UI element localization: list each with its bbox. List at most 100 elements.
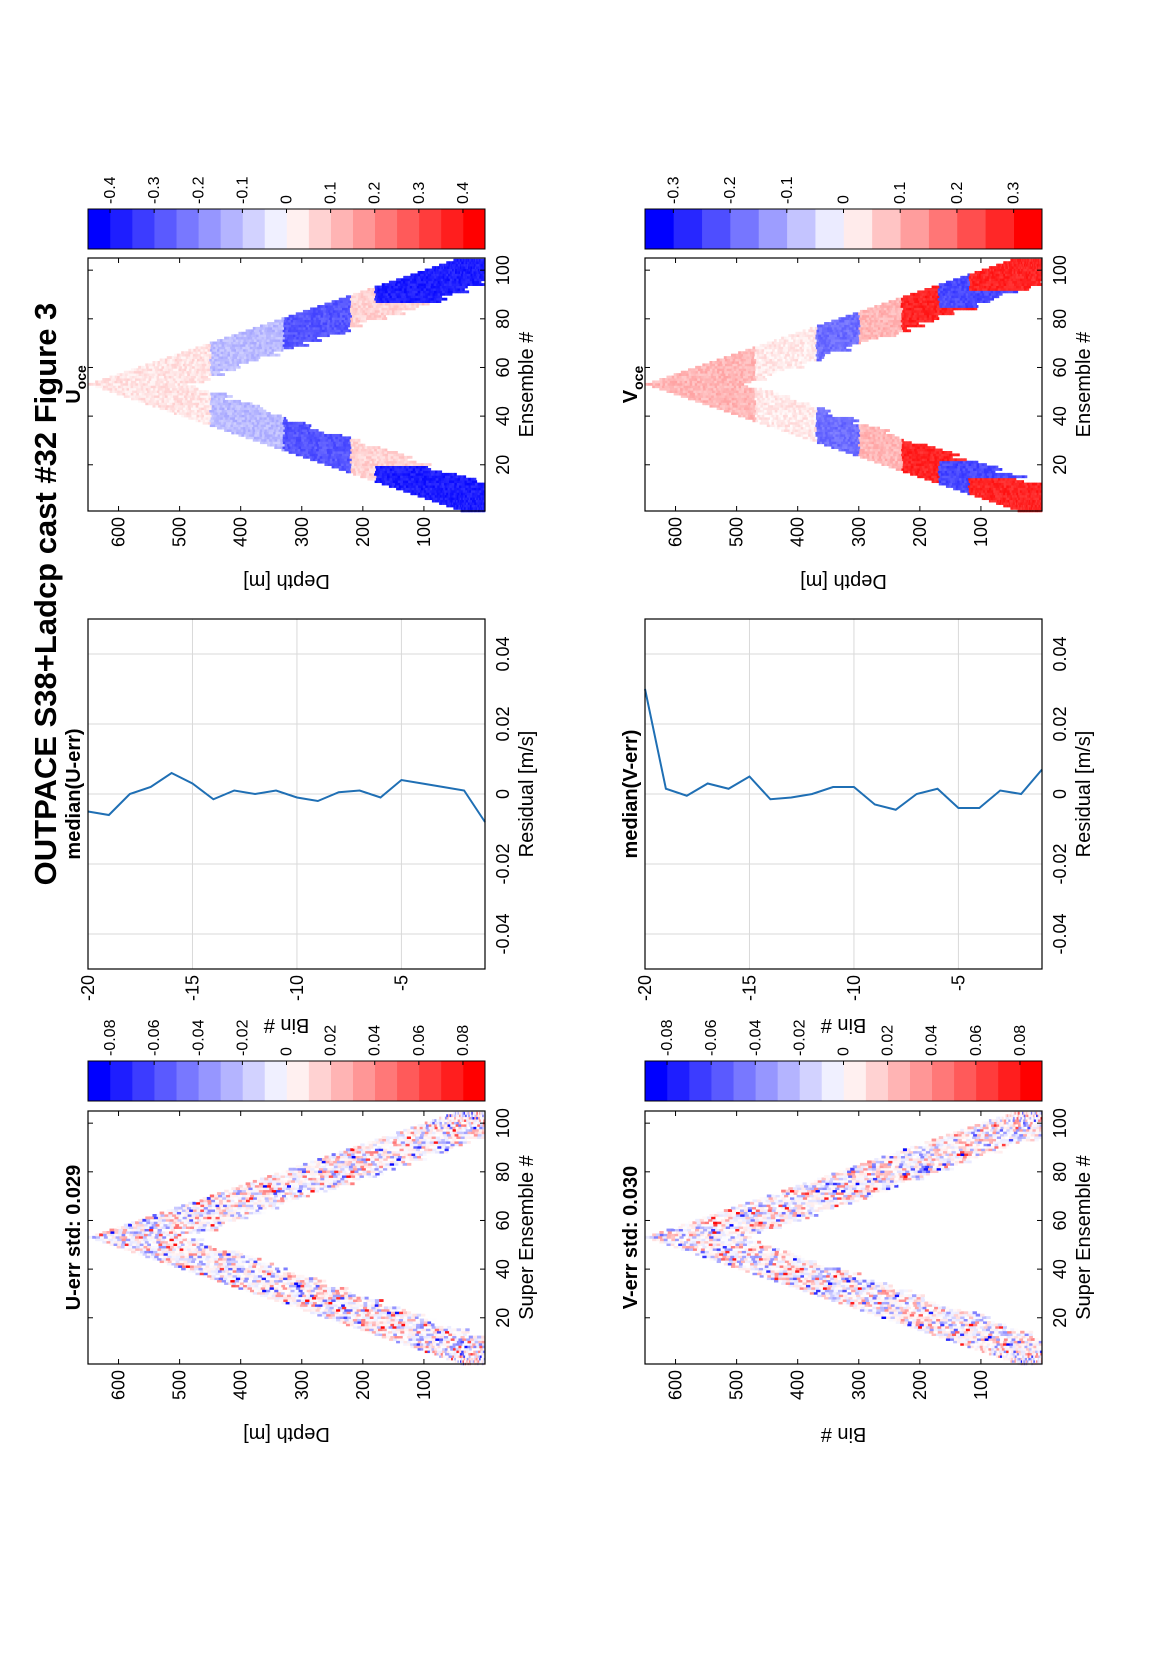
heatmap-cell — [378, 1148, 384, 1152]
heatmap-cell — [426, 497, 429, 501]
heatmap-cell — [475, 504, 477, 508]
heatmap-cell — [304, 1177, 309, 1181]
heatmap-cell — [465, 1119, 469, 1122]
heatmap-cell — [332, 460, 335, 464]
heatmap-cell — [115, 378, 119, 381]
heatmap-cell — [233, 1209, 238, 1212]
heatmap-cell — [324, 455, 328, 459]
heatmap-cell — [437, 494, 440, 498]
heatmap-cell — [444, 1350, 447, 1354]
heatmap-cell — [448, 1138, 453, 1142]
heatmap-cell — [379, 1323, 384, 1327]
heatmap-cell — [190, 402, 194, 406]
heatmap-cell — [208, 407, 212, 411]
heatmap-cell — [292, 421, 296, 425]
heatmap-cell — [436, 487, 439, 491]
heatmap-cell — [248, 421, 252, 425]
heatmap-cell — [237, 1189, 242, 1193]
heatmap-cell — [300, 1284, 305, 1288]
heatmap-cell — [198, 416, 201, 420]
heatmap-cell — [255, 1265, 261, 1268]
heatmap-cell — [388, 1316, 393, 1319]
heatmap-cell — [331, 1308, 337, 1312]
heatmap-cell — [97, 380, 101, 384]
heatmap-cell — [394, 465, 397, 469]
heatmap-cell — [329, 463, 333, 466]
heatmap-cell — [352, 1165, 357, 1169]
heatmap-cell — [171, 1240, 176, 1244]
heatmap-cell — [235, 1216, 241, 1220]
heatmap-cell — [217, 1269, 222, 1273]
heatmap-cell — [479, 494, 482, 498]
heatmap-cell — [187, 380, 191, 384]
heatmap-cell — [433, 472, 437, 476]
heatmap-cell — [209, 1194, 215, 1198]
heatmap-cell — [276, 1182, 281, 1186]
heatmap-cell — [183, 1248, 188, 1251]
heatmap-cell — [422, 1123, 426, 1127]
heatmap-cell — [373, 1318, 378, 1322]
heatmap-cell — [420, 1131, 425, 1135]
heatmap-cell — [266, 429, 270, 432]
heatmap-cell — [149, 373, 153, 376]
heatmap-cell — [218, 392, 222, 396]
heatmap-cell — [454, 494, 457, 498]
heatmap-cell — [273, 1192, 278, 1195]
heatmap-cell — [468, 1350, 471, 1354]
heatmap-cell — [460, 1131, 464, 1135]
heatmap-cell — [286, 1286, 292, 1290]
heatmap-cell — [191, 414, 194, 418]
heatmap-cell — [383, 477, 387, 481]
heatmap-cell — [301, 1194, 306, 1198]
heatmap-cell — [376, 460, 380, 464]
heatmap-cell — [313, 446, 317, 449]
heatmap-cell — [344, 1165, 349, 1169]
heatmap-cell — [334, 1289, 340, 1293]
heatmap-cell — [326, 433, 330, 437]
heatmap-cell — [229, 407, 233, 411]
heatmap-cell — [186, 409, 190, 413]
heatmap-cell — [352, 1177, 357, 1181]
heatmap-cell — [132, 378, 136, 381]
heatmap-cell — [118, 378, 122, 381]
heatmap-cell — [252, 1257, 258, 1261]
heatmap-cell — [339, 458, 343, 462]
heatmap-cell — [222, 1277, 228, 1281]
heatmap-cell — [148, 395, 152, 398]
heatmap-cell — [170, 397, 174, 401]
heatmap-cell — [461, 1355, 464, 1358]
heatmap-cell — [125, 380, 129, 384]
heatmap-cell — [480, 1352, 484, 1356]
colorbar-swatch — [198, 1061, 221, 1101]
heatmap-cell — [223, 1272, 228, 1276]
heatmap-cell — [481, 1111, 483, 1115]
heatmap-cell — [471, 492, 475, 496]
heatmap-cell — [227, 1272, 232, 1276]
heatmap-cell — [280, 1192, 285, 1195]
heatmap-cell — [116, 392, 120, 396]
heatmap-cell — [419, 1342, 424, 1346]
heatmap-cell — [324, 1294, 329, 1298]
heatmap-cell — [186, 390, 190, 394]
heatmap-cell — [354, 1148, 359, 1152]
heatmap-cell — [335, 1155, 341, 1159]
heatmap-cell — [243, 1282, 248, 1285]
heatmap-cell — [154, 1252, 160, 1256]
heatmap-cell — [282, 438, 286, 442]
heatmap-cell — [290, 429, 293, 432]
heatmap-cell — [431, 1340, 436, 1344]
heatmap-cell — [140, 399, 144, 403]
heatmap-cell — [129, 390, 133, 394]
heatmap-cell — [361, 1167, 366, 1171]
heatmap-cell — [368, 468, 372, 471]
heatmap-cell — [237, 416, 240, 420]
heatmap-cell — [158, 399, 162, 403]
heatmap-cell — [448, 489, 451, 493]
heatmap-cell — [443, 499, 446, 503]
heatmap-cell — [438, 1338, 444, 1341]
heatmap-cell — [191, 1250, 197, 1254]
heatmap-cell — [277, 436, 281, 440]
heatmap-cell — [301, 1294, 307, 1298]
heatmap-cell — [458, 489, 461, 493]
heatmap-cell — [306, 1184, 312, 1188]
